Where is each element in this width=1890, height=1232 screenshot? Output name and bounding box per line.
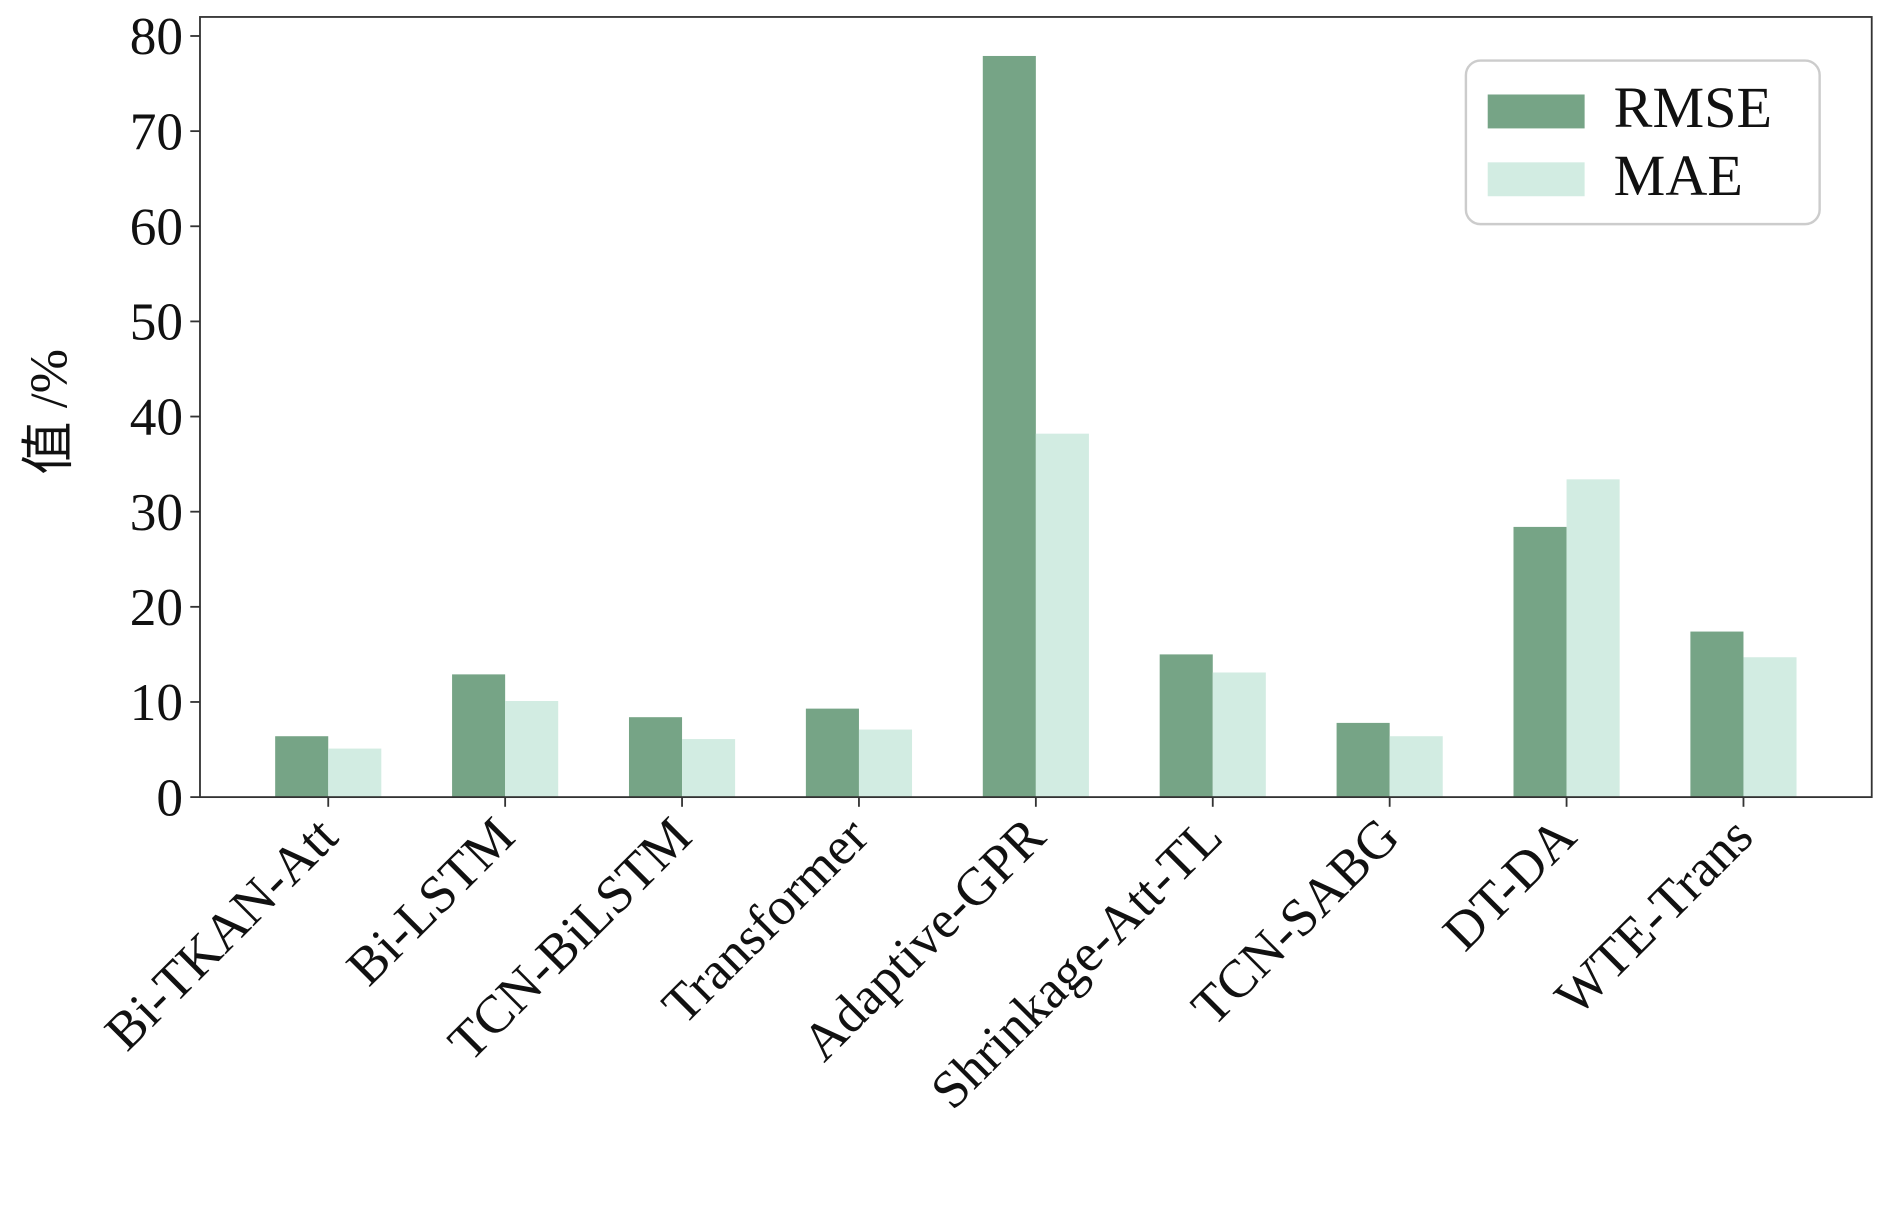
bar xyxy=(1035,433,1089,798)
bar xyxy=(1336,722,1390,798)
x-tick-label: Bi-LSTM xyxy=(335,806,525,996)
legend-swatch xyxy=(1487,162,1585,197)
y-tick-label: 80 xyxy=(130,7,183,66)
y-tick-label: 60 xyxy=(130,197,183,256)
y-tick-label: 70 xyxy=(130,102,183,161)
bar xyxy=(452,674,506,798)
bar xyxy=(805,708,859,798)
bar xyxy=(1566,479,1620,798)
bar xyxy=(1212,672,1266,798)
y-tick-label: 40 xyxy=(130,388,183,447)
y-tick-label: 50 xyxy=(130,293,183,352)
y-axis-label: 值 /% xyxy=(20,349,79,475)
plot-frame xyxy=(199,16,1873,799)
y-tick-label: 10 xyxy=(130,673,183,732)
y-tick-label: 0 xyxy=(156,768,183,827)
bar xyxy=(982,55,1036,798)
bar xyxy=(1513,526,1567,798)
bar xyxy=(628,717,683,798)
bar xyxy=(1743,657,1797,798)
bar xyxy=(328,748,382,798)
bar xyxy=(1159,654,1213,798)
x-tick-label: DT-DA xyxy=(1432,806,1588,962)
y-tick-label: 30 xyxy=(130,483,183,542)
bar xyxy=(1690,631,1744,798)
bar xyxy=(858,729,913,798)
bar xyxy=(1389,736,1443,798)
bar xyxy=(682,739,736,798)
legend-swatch xyxy=(1487,94,1585,129)
bar xyxy=(275,736,329,798)
legend-label: MAE xyxy=(1614,143,1743,208)
x-tick-label: Bi-TKAN-Att xyxy=(94,806,349,1061)
bar xyxy=(505,701,559,798)
y-tick-label: 20 xyxy=(130,578,183,637)
legend-label: RMSE xyxy=(1614,75,1772,140)
